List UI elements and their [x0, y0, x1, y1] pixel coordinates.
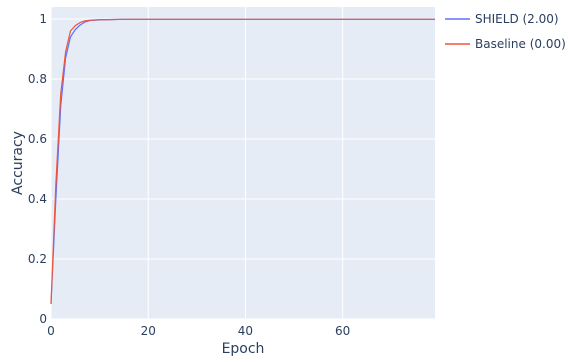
y-tick-label: 1 [39, 12, 47, 26]
plot-background [51, 7, 435, 319]
y-tick-label: 0.6 [28, 132, 47, 146]
legend-label: Baseline (0.00) [475, 37, 566, 51]
legend[interactable]: SHIELD (2.00) Baseline (0.00) [445, 12, 566, 51]
series-line-1 [50, 18, 435, 305]
legend-item-0[interactable]: SHIELD (2.00) [445, 12, 559, 26]
x-axis-title: Epoch [222, 341, 265, 357]
y-tick-label: 0.2 [28, 252, 47, 266]
legend-item-1[interactable]: Baseline (0.00) [445, 37, 566, 51]
x-tick-label: 20 [141, 324, 156, 338]
series-group [50, 18, 435, 305]
y-axis-title: Accuracy [10, 131, 26, 195]
y-tick-label: 0.4 [28, 192, 47, 206]
x-tick-label: 60 [335, 324, 350, 338]
x-tick-label: 40 [238, 324, 253, 338]
y-tick-label: 0 [39, 312, 47, 326]
y-tick-label: 0.8 [28, 72, 47, 86]
legend-label: SHIELD (2.00) [475, 12, 559, 26]
tick-labels: 0 20 40 60 0 0.2 0.4 0.6 0.8 1 [28, 12, 350, 338]
x-tick-label: 0 [47, 324, 55, 338]
